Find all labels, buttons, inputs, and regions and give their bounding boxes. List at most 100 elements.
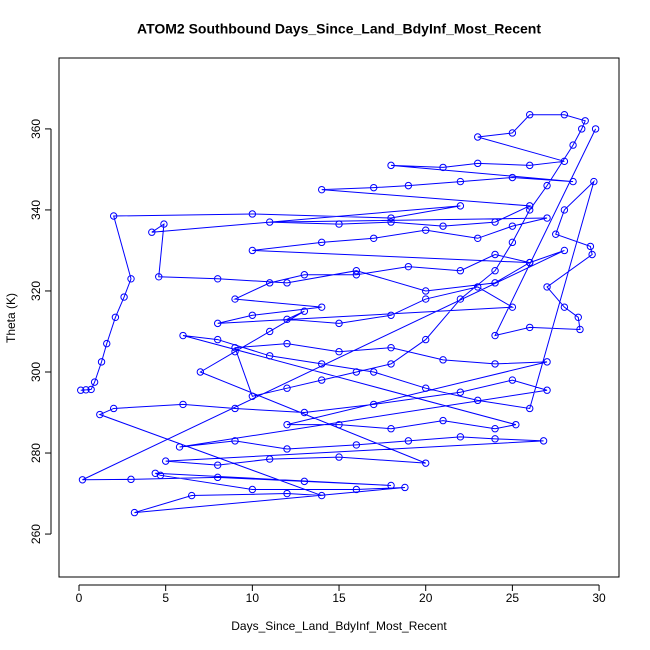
- data-point: [491, 360, 499, 368]
- data-point: [97, 358, 106, 366]
- y-axis-label: Theta (K): [4, 293, 18, 343]
- data-point: [317, 376, 326, 384]
- data-point: [151, 469, 159, 477]
- data-point: [82, 386, 90, 394]
- data-point: [387, 360, 395, 368]
- data-point: [387, 214, 395, 222]
- data-point: [161, 457, 170, 465]
- data-point: [439, 163, 447, 172]
- data-point: [526, 111, 534, 119]
- data-point: [317, 360, 326, 368]
- data-point: [560, 157, 569, 166]
- data-point: [265, 352, 274, 360]
- data-point: [231, 437, 239, 445]
- x-tick-label: 5: [162, 591, 169, 605]
- data-point: [543, 214, 551, 222]
- data-point: [526, 404, 534, 413]
- data-point: [508, 222, 517, 230]
- data-point: [300, 408, 309, 417]
- data-point: [474, 133, 482, 141]
- data-point: [387, 343, 395, 352]
- data-point: [456, 388, 465, 396]
- data-point: [543, 181, 551, 190]
- data-point: [539, 437, 548, 445]
- data-point: [352, 485, 361, 494]
- data-point: [404, 262, 413, 271]
- data-point: [265, 218, 274, 226]
- data-line: [80, 114, 597, 514]
- data-point: [248, 311, 257, 319]
- data-point: [196, 368, 205, 376]
- data-point: [335, 348, 343, 356]
- data-point: [569, 141, 577, 149]
- data-point: [552, 230, 560, 238]
- data-point: [213, 461, 222, 469]
- data-point: [127, 275, 135, 283]
- data-point: [581, 117, 589, 125]
- data-point: [387, 161, 395, 170]
- data-point: [213, 275, 222, 283]
- data-point: [231, 348, 239, 356]
- data-point: [370, 400, 378, 409]
- data-point: [508, 303, 517, 311]
- data-point: [213, 319, 222, 328]
- data-point: [248, 392, 257, 401]
- data-point: [335, 319, 343, 328]
- data-point: [213, 473, 222, 482]
- data-point: [148, 228, 156, 236]
- data-point: [491, 425, 499, 433]
- data-point: [422, 459, 430, 467]
- data-point: [317, 303, 326, 311]
- data-point: [120, 293, 128, 301]
- data-point: [560, 206, 569, 214]
- data-point: [569, 177, 577, 186]
- data-point: [422, 295, 430, 303]
- data-point: [265, 327, 274, 336]
- data-point: [352, 267, 361, 275]
- data-point: [526, 202, 534, 210]
- data-point: [109, 212, 118, 220]
- data-point: [560, 303, 569, 311]
- data-point: [508, 238, 517, 247]
- data-point: [231, 343, 239, 352]
- data-point: [588, 250, 596, 259]
- data-point: [508, 376, 517, 384]
- x-tick-label: 15: [332, 591, 346, 605]
- data-point: [526, 258, 534, 267]
- data-point: [439, 416, 447, 425]
- data-point: [526, 161, 534, 170]
- data-point: [474, 283, 482, 291]
- data-point: [283, 315, 291, 324]
- data-point: [283, 445, 291, 453]
- data-point: [456, 433, 465, 441]
- y-tick-label: 360: [29, 119, 43, 139]
- y-tick-label: 340: [29, 200, 43, 220]
- data-point: [526, 323, 534, 332]
- data-point: [127, 475, 135, 484]
- data-point: [491, 218, 499, 226]
- data-point: [300, 477, 309, 486]
- y-tick-label: 280: [29, 443, 43, 463]
- data-point: [317, 185, 326, 194]
- y-tick-label: 320: [29, 281, 43, 301]
- x-tick-label: 30: [592, 591, 606, 605]
- data-point: [401, 483, 409, 492]
- data-point: [335, 453, 343, 461]
- data-point: [491, 279, 499, 287]
- data-point: [111, 313, 120, 321]
- data-point: [283, 279, 291, 287]
- data-point: [387, 311, 395, 319]
- data-point: [543, 283, 551, 291]
- data-point: [422, 287, 430, 295]
- data-point: [491, 250, 499, 259]
- data-point: [474, 234, 482, 242]
- data-point: [456, 267, 465, 275]
- data-point: [90, 378, 99, 386]
- data-point: [387, 218, 395, 226]
- data-point: [422, 335, 430, 344]
- data-point: [352, 441, 361, 449]
- data-point: [352, 271, 361, 279]
- data-point: [179, 400, 187, 409]
- x-tick-label: 0: [76, 591, 83, 605]
- data-point: [175, 443, 184, 451]
